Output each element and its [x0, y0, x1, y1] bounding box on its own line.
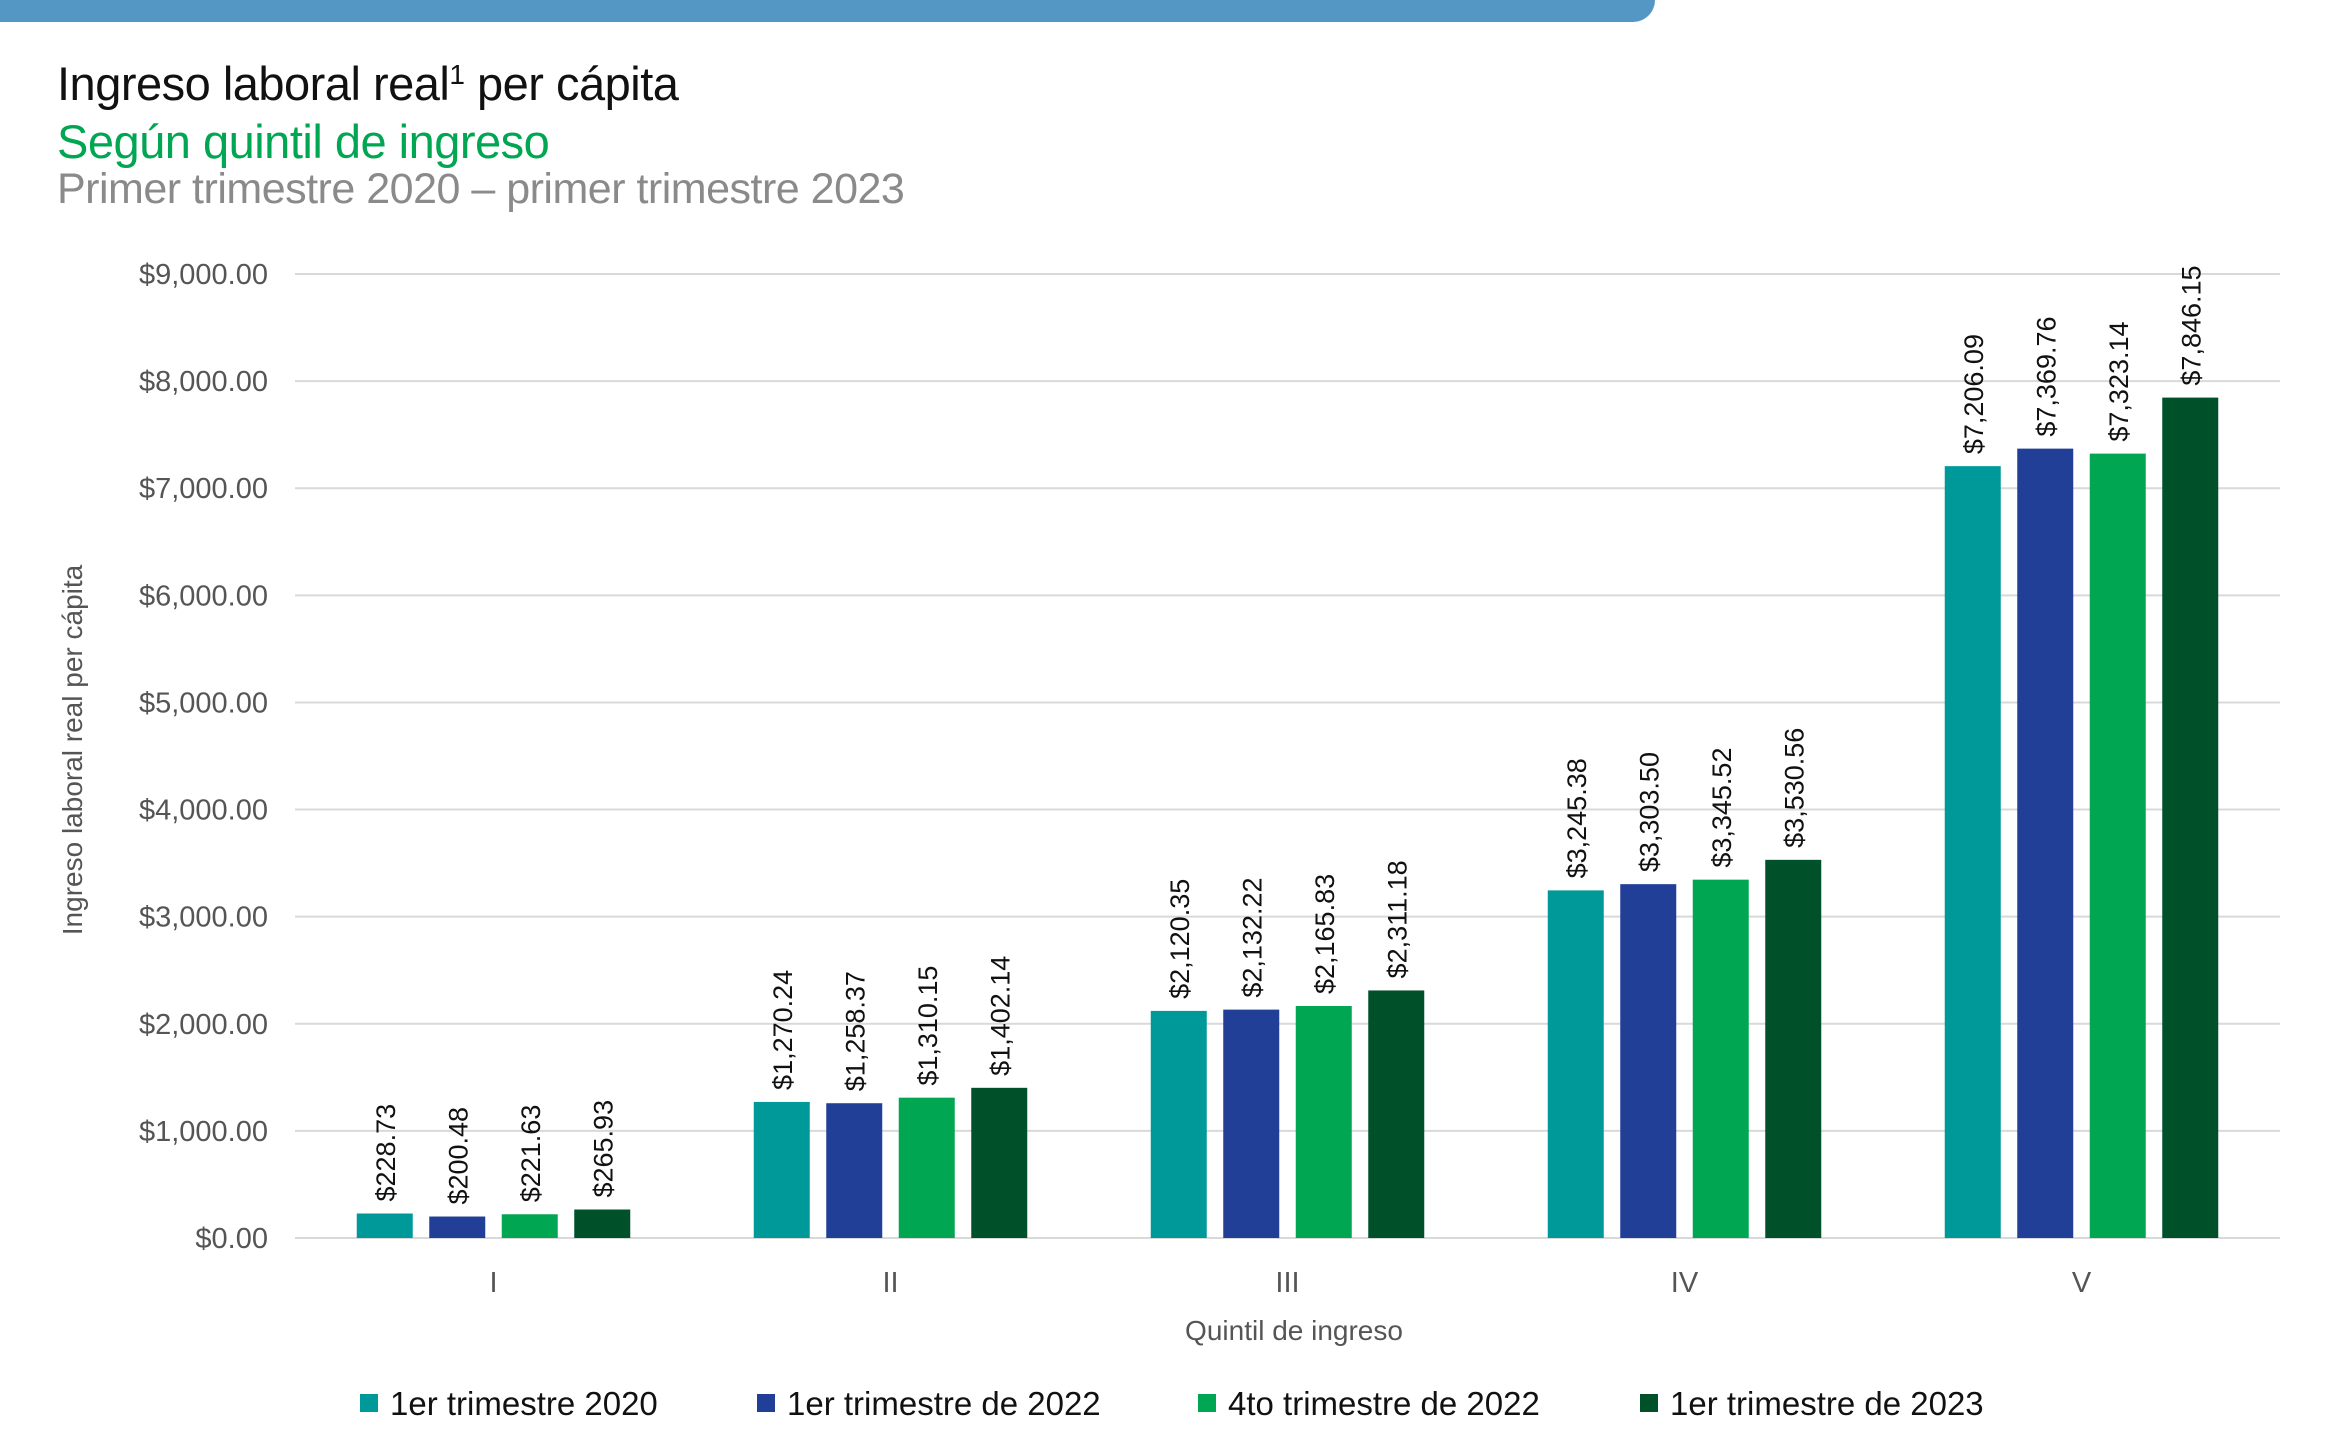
data-label: $2,132.22 — [1237, 877, 1267, 997]
y-tick-label: $4,000.00 — [139, 795, 268, 827]
bars — [356, 397, 2219, 1238]
data-label: $3,345.52 — [1707, 748, 1737, 868]
legend-swatch — [1198, 1394, 1216, 1412]
x-axis-ticks: I II III IV V — [489, 1267, 2091, 1299]
chart-title-suffix: per cápita — [464, 57, 679, 110]
data-label: $3,303.50 — [1634, 752, 1664, 872]
y-tick-label: $3,000.00 — [139, 902, 268, 934]
data-label: $221.63 — [516, 1105, 546, 1203]
data-label: $228.73 — [371, 1104, 401, 1202]
legend-item: 1er trimestre 2020 — [360, 1385, 658, 1422]
bar — [1223, 1009, 1280, 1238]
data-label: $265.93 — [588, 1100, 618, 1198]
data-label: $7,323.14 — [2104, 321, 2134, 441]
chart-title: Ingreso laboral real1 per cápita — [57, 58, 904, 117]
data-label: $1,258.37 — [840, 971, 870, 1091]
legend: 1er trimestre 2020 1er trimestre de 2022 4… — [360, 1385, 1984, 1422]
y-axis-title: Ingreso laboral real per cápita — [57, 564, 88, 935]
bar — [1692, 879, 1749, 1238]
x-tick-label: III — [1275, 1267, 1299, 1299]
legend-label: 1er trimestre de 2023 — [1670, 1385, 1984, 1422]
y-tick-label: $1,000.00 — [139, 1116, 268, 1148]
y-tick-label: $8,000.00 — [139, 366, 268, 398]
legend-swatch — [757, 1394, 775, 1412]
legend-item: 1er trimestre de 2022 — [757, 1385, 1101, 1422]
data-label: $1,270.24 — [768, 970, 798, 1090]
x-tick-label: II — [882, 1267, 898, 1299]
x-axis-title: Quintil de ingreso — [1185, 1315, 1403, 1346]
data-label: $2,120.35 — [1165, 879, 1195, 999]
y-tick-label: $7,000.00 — [139, 473, 268, 505]
data-label: $2,311.18 — [1382, 860, 1412, 978]
footnote-marker: 1 — [449, 59, 465, 90]
data-label: $2,165.83 — [1310, 874, 1340, 994]
bar — [1944, 466, 2001, 1238]
chart-subtitle: Según quintil de ingreso — [57, 115, 550, 168]
data-label: $7,846.15 — [2176, 265, 2206, 385]
bar — [1150, 1010, 1207, 1238]
header-banner — [0, 0, 1655, 22]
data-label: $7,369.76 — [2031, 316, 2061, 436]
bar — [1765, 859, 1822, 1238]
data-label: $7,206.09 — [1959, 334, 1989, 454]
bar — [971, 1087, 1028, 1238]
legend-label: 4to trimestre de 2022 — [1228, 1385, 1540, 1422]
y-tick-label: $5,000.00 — [139, 687, 268, 719]
x-tick-label: IV — [1671, 1267, 1699, 1299]
bar — [1620, 884, 1677, 1238]
bar — [753, 1101, 810, 1238]
legend-swatch — [360, 1394, 378, 1412]
data-label: $3,245.38 — [1562, 758, 1592, 878]
bar — [2089, 453, 2146, 1238]
legend-item: 1er trimestre de 2023 — [1640, 1385, 1984, 1422]
bar — [898, 1097, 955, 1238]
bar — [356, 1213, 413, 1238]
chart-title-text: Ingreso laboral real — [57, 57, 450, 110]
y-tick-label: $0.00 — [195, 1223, 268, 1255]
legend-label: 1er trimestre 2020 — [390, 1385, 658, 1422]
legend-item: 4to trimestre de 2022 — [1198, 1385, 1540, 1422]
data-label: $1,402.14 — [985, 956, 1015, 1076]
bar — [1295, 1006, 1352, 1238]
y-tick-label: $6,000.00 — [139, 580, 268, 612]
y-tick-label: $2,000.00 — [139, 1009, 268, 1041]
bar — [2017, 448, 2074, 1238]
x-tick-label: V — [2072, 1267, 2092, 1299]
bar — [1368, 990, 1425, 1238]
bar — [429, 1216, 486, 1238]
x-tick-label: I — [489, 1267, 497, 1299]
data-label: $1,310.15 — [913, 966, 943, 1086]
y-tick-label: $9,000.00 — [139, 259, 268, 291]
bar — [2162, 397, 2219, 1238]
title-block: Ingreso laboral real1 per cápita Según q… — [57, 58, 905, 213]
bar — [1547, 890, 1604, 1238]
legend-swatch — [1640, 1394, 1658, 1412]
data-label: $200.48 — [443, 1107, 473, 1205]
legend-label: 1er trimestre de 2022 — [787, 1385, 1101, 1422]
data-labels: $228.73 $200.48 $221.63 $265.93 $1,270.24 $1,… — [371, 265, 2207, 1204]
data-label: $3,530.56 — [1779, 728, 1809, 848]
bar — [501, 1214, 558, 1238]
bar — [826, 1103, 883, 1238]
y-axis-ticks: $0.00 $1,000.00 $2,000.00 $3,000.00 $4,000.0… — [139, 259, 268, 1255]
bar — [574, 1209, 631, 1238]
chart-period: Primer trimestre 2020 – primer trimestre… — [57, 165, 905, 213]
